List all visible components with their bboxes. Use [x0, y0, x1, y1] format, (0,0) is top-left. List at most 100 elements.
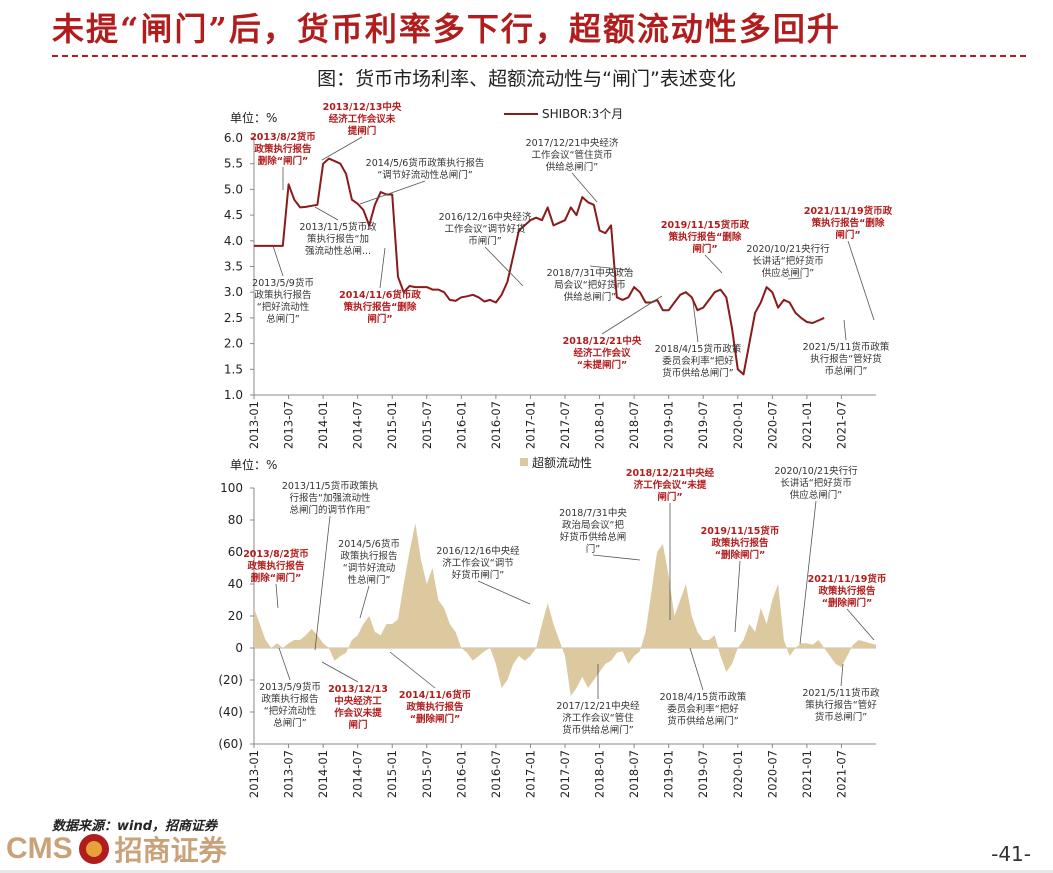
annotation-text: 政策执行报告 — [254, 289, 311, 301]
annotation-leader — [840, 663, 844, 687]
x-tick-label: 2013-01 — [247, 401, 261, 449]
annotation-leader — [379, 247, 386, 289]
annotation-text: 删除“闸门” — [251, 572, 302, 584]
annotation-leader — [272, 245, 284, 277]
annotation-leader — [484, 246, 524, 287]
annotation-text: 2014/5/6货币政策执行报告 — [366, 157, 485, 169]
annotation-text: 2019/11/15货币政 — [661, 219, 750, 231]
annotation-leader — [321, 136, 363, 161]
x-tick-label: 2015-07 — [420, 750, 434, 798]
annotation-text: 政策执行报告 — [711, 537, 769, 549]
annotation-text: 执行报告“管好货 — [810, 353, 881, 365]
annotation-text: 2018/12/21中央经 — [626, 467, 715, 479]
annotation-text: 2016/12/16中央经 — [436, 545, 520, 557]
y-tick-label: 3.5 — [224, 260, 243, 274]
annotation-text: “删除闸门” — [410, 713, 461, 725]
annotation-text: 供给总闸门” — [546, 161, 599, 173]
y-tick-label: 100 — [220, 481, 243, 495]
y-tick-label: 0 — [235, 641, 243, 655]
x-tick-label: 2020-01 — [731, 401, 745, 449]
title-divider — [52, 55, 1026, 57]
annotation-text: 2017/12/21中央经济 — [526, 137, 619, 149]
annotation-text: 性总闸门” — [348, 574, 391, 586]
annotation-text: “未提闸门” — [577, 359, 628, 371]
legend-swatch — [520, 458, 528, 466]
y-tick-label: 4.5 — [224, 208, 243, 222]
y-tick-label: 6.0 — [224, 131, 243, 145]
annotation-text: 济工作会议“管住 — [562, 712, 634, 724]
annotation-text: 策执行报告“加 — [307, 233, 369, 245]
x-tick-label: 2016-07 — [489, 401, 503, 449]
figure-title: 图：货币市场利率、超额流动性与“闸门”表述变化 — [317, 68, 736, 90]
annotation-text: 闸门” — [692, 243, 717, 255]
annotation-text: 2018/7/31中央 — [559, 507, 627, 519]
annotation-text: 2014/5/6货币 — [338, 538, 400, 550]
annotation-text: 政策执行报告 — [406, 701, 464, 713]
annotation-leader — [275, 583, 279, 609]
y-tick-label: 80 — [228, 513, 243, 527]
x-tick-label: 2017-07 — [558, 750, 572, 798]
x-tick-label: 2019-07 — [696, 750, 710, 798]
annotation-text: 策执行报告“删除 — [668, 231, 742, 243]
annotation-text: 2016/12/16中央经济 — [439, 211, 532, 223]
annotation-text: 经济工作会议未 — [329, 113, 396, 125]
x-tick-label: 2020-01 — [731, 750, 745, 798]
company-logo: CMS 招商证券 — [6, 830, 227, 868]
annotation-leader — [314, 515, 331, 651]
y-tick-label: 4.0 — [224, 234, 243, 248]
annotation-text: 闸门” — [657, 491, 682, 503]
annotation-text: 币闸门” — [468, 235, 502, 247]
x-tick-label: 2013-01 — [247, 750, 261, 798]
annotation-text: “调节好流动 — [343, 562, 395, 574]
annotation-text: 2018/4/15货币政策 — [660, 691, 747, 703]
annotation-text: 闸门” — [367, 313, 392, 325]
annotation-text: 2013/11/5货币政策执 — [282, 480, 379, 492]
annotation-text: 总闸门” — [273, 717, 307, 729]
annotation-text: 删除“闸门” — [258, 155, 309, 167]
data-source: 数据来源：wind，招商证券 — [52, 819, 218, 834]
y-tick-label: 2.0 — [224, 337, 243, 351]
annotation-leader — [601, 295, 663, 335]
annotation-text: 政策执行报告 — [261, 693, 318, 705]
annotation-leader — [592, 554, 641, 561]
legend-label: 超额流动性 — [532, 455, 592, 470]
annotation-text: 2020/10/21央行行 — [746, 243, 830, 255]
annotation-leader — [846, 608, 875, 641]
annotation-text: 委员会利率“把好 — [662, 355, 734, 367]
annotation-text: 政治局会议“把 — [562, 519, 624, 531]
x-tick-label: 2015-07 — [420, 401, 434, 449]
page-number: -41- — [991, 842, 1031, 866]
annotation-text: 2018/4/15货币政策 — [655, 343, 742, 355]
series-area-excess-liquidity — [254, 523, 876, 696]
y-tick-label: 40 — [228, 577, 243, 591]
x-tick-label: 2021-07 — [834, 401, 848, 449]
x-tick-label: 2021-01 — [800, 401, 814, 449]
annotation-leader — [477, 580, 531, 605]
annotation-text: 2013/8/2货币 — [250, 131, 316, 143]
x-tick-label: 2019-01 — [662, 750, 676, 798]
series-line-shibor-3m — [254, 157, 825, 376]
annotation-text: 2014/11/6货币政 — [339, 289, 421, 301]
y-tick-label: (40) — [218, 705, 243, 719]
annotation-text: 2021/5/11货币政 — [802, 687, 880, 699]
y-tick-label: 20 — [228, 609, 243, 623]
annotation-text: 2018/7/31中央政治 — [547, 267, 634, 279]
annotation-text: 总闸门的调节作用” — [290, 504, 371, 516]
annotation-text: 2014/11/6货币 — [399, 689, 472, 701]
annotation-leader — [689, 647, 704, 691]
annotation-text: 策执行报告“管好 — [805, 699, 877, 711]
y-tick-label: 1.5 — [224, 362, 243, 376]
x-tick-label: 2015-01 — [385, 401, 399, 449]
footer-divider — [0, 870, 1053, 873]
logo-emblem-icon — [78, 834, 109, 864]
annotation-text: 货币供给总闸门” — [562, 724, 634, 736]
annotation-text: 长讲话“把好货币 — [752, 255, 823, 267]
unit-label: 单位：% — [230, 110, 277, 125]
annotation-text: “调节好流动性总闸门” — [377, 169, 472, 181]
annotation-text: 供应总闸门” — [762, 267, 815, 279]
excess-liquidity-area-chart: 单位：% 超额流动性 (60) (40) (20) 0 20 40 60 80 100 2013-01… — [218, 455, 887, 798]
annotation-text: 总闸门” — [266, 313, 300, 325]
x-tick-label: 2013-07 — [282, 401, 296, 449]
annotation-text: 供应总闸门” — [790, 489, 843, 501]
annotation-text: 闸门 — [348, 719, 367, 731]
